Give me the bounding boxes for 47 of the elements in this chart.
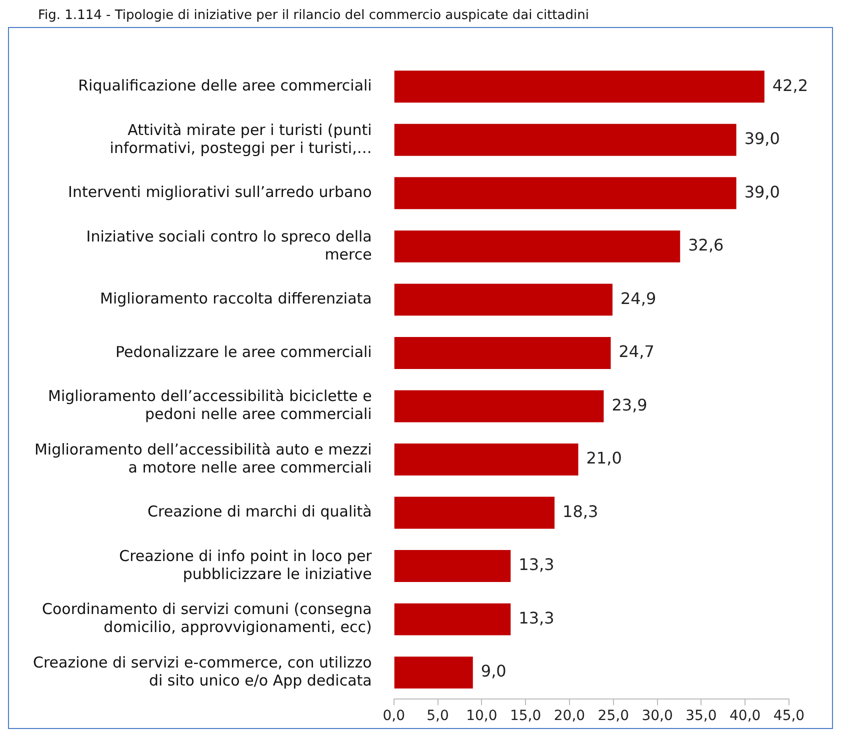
y-tick-label: Iniziative sociali contro lo spreco della merce xyxy=(86,227,372,264)
x-tick-label: 10,0 xyxy=(466,708,498,724)
bar xyxy=(394,603,511,636)
x-tick-label: 15,0 xyxy=(510,708,542,724)
y-tick-label: Creazione di servizi e-commerce, con utilizzo di sito unico e/o App dedicata xyxy=(32,653,372,690)
y-tick-label: Miglioramento raccolta differenziata xyxy=(100,290,372,308)
y-tick-label: Miglioramento dell’accessibilità auto e mezzi a motore nelle aree commerciali xyxy=(34,440,372,476)
bar xyxy=(394,496,555,529)
y-tick-label: Miglioramento dell’accessibilità biciclette e pedoni nelle aree commerciali xyxy=(48,387,372,424)
chart-title: Fig. 1.114 - Tipologie di iniziative per il rilancio del commercio auspicate dai cittadini xyxy=(38,8,590,23)
bar xyxy=(394,70,764,103)
x-tick-label: 25,0 xyxy=(598,708,629,724)
y-tick-label: Pedonalizzare le aree commerciali xyxy=(116,342,372,361)
data-label: 13,3 xyxy=(518,608,554,628)
bar xyxy=(394,390,604,422)
bar xyxy=(394,284,612,316)
bar xyxy=(394,230,680,262)
x-tick-label: 30,0 xyxy=(642,708,673,724)
bar xyxy=(394,550,511,582)
y-tick-label: Creazione di marchi di qualità xyxy=(148,502,372,521)
y-tick-label: Coordinamento di servizi comuni (consegna domicilio, approvvigionamenti, ecc) xyxy=(42,600,372,636)
y-tick-label: Creazione di info point in loco per pubblicizzare le iniziative xyxy=(119,546,373,583)
bar xyxy=(394,656,473,689)
x-tick-label: 5,0 xyxy=(426,708,449,724)
x-tick-label: 20,0 xyxy=(554,708,586,724)
data-label: 18,3 xyxy=(562,502,598,521)
x-tick-label: 40,0 xyxy=(730,708,761,724)
y-tick-label: Interventi migliorativi sull’arredo urbano xyxy=(68,183,372,202)
x-tick-label: 35,0 xyxy=(686,708,717,724)
bar xyxy=(394,444,578,476)
x-tick-label: 0,0 xyxy=(382,708,405,724)
data-label: 32,6 xyxy=(688,236,724,255)
data-label: 23,9 xyxy=(612,395,648,414)
y-tick-label: Riqualificazione delle aree commerciali xyxy=(78,76,372,95)
x-tick-label: 45,0 xyxy=(773,708,805,724)
bar xyxy=(394,177,736,210)
data-label: 24,7 xyxy=(618,342,654,362)
data-label: 21,0 xyxy=(586,448,622,468)
data-label: 13,3 xyxy=(518,555,554,574)
bar xyxy=(394,336,611,369)
data-label: 9,0 xyxy=(480,662,506,681)
data-label: 39,0 xyxy=(744,129,780,148)
bar xyxy=(394,124,736,156)
y-tick-label: Attività mirate per i turisti (punti informativi, posteggi per i turisti,… xyxy=(110,120,372,157)
data-label: 42,2 xyxy=(772,76,808,95)
data-label: 24,9 xyxy=(620,288,656,308)
data-label: 39,0 xyxy=(744,182,780,202)
